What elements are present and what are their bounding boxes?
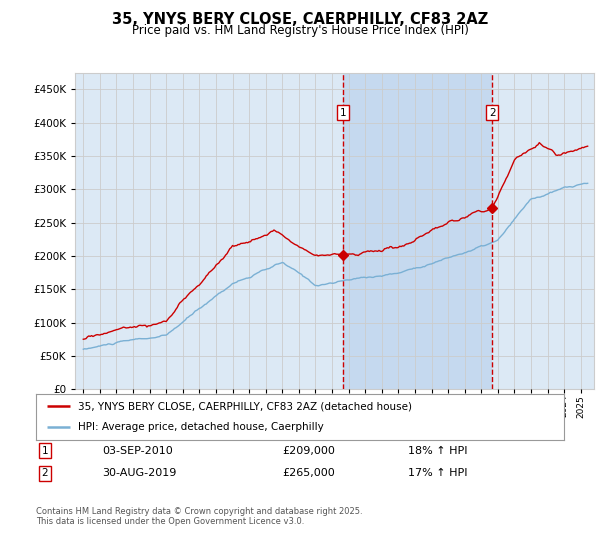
Text: 1: 1 <box>340 108 346 118</box>
Text: £265,000: £265,000 <box>282 468 335 478</box>
Text: Price paid vs. HM Land Registry's House Price Index (HPI): Price paid vs. HM Land Registry's House … <box>131 24 469 36</box>
Text: 18% ↑ HPI: 18% ↑ HPI <box>408 446 467 456</box>
Text: 30-AUG-2019: 30-AUG-2019 <box>102 468 176 478</box>
Text: 35, YNYS BERY CLOSE, CAERPHILLY, CF83 2AZ (detached house): 35, YNYS BERY CLOSE, CAERPHILLY, CF83 2A… <box>78 401 412 411</box>
Text: HPI: Average price, detached house, Caerphilly: HPI: Average price, detached house, Caer… <box>78 422 324 432</box>
Text: 2: 2 <box>41 468 49 478</box>
Text: 2: 2 <box>489 108 496 118</box>
Bar <box>343 73 493 389</box>
Text: 17% ↑ HPI: 17% ↑ HPI <box>408 468 467 478</box>
Text: 35, YNYS BERY CLOSE, CAERPHILLY, CF83 2AZ: 35, YNYS BERY CLOSE, CAERPHILLY, CF83 2A… <box>112 12 488 27</box>
Text: Contains HM Land Registry data © Crown copyright and database right 2025.
This d: Contains HM Land Registry data © Crown c… <box>36 507 362 526</box>
Text: 03-SEP-2010: 03-SEP-2010 <box>102 446 173 456</box>
Text: £209,000: £209,000 <box>282 446 335 456</box>
Text: 1: 1 <box>41 446 49 456</box>
